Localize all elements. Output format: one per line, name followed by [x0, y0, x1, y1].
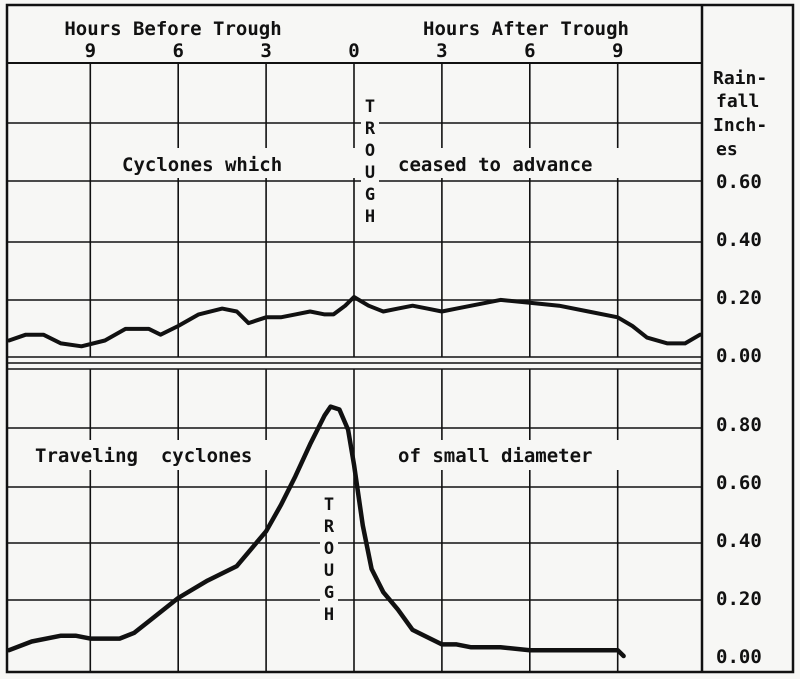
- y-tick-label: 0.20: [716, 588, 762, 610]
- upper-rainfall-series: [7, 295, 702, 349]
- trough-backdrop: [361, 94, 379, 232]
- hour-tick-label: 0: [348, 40, 359, 62]
- lower-title-right-backdrop: [392, 440, 654, 470]
- y-tick-label: 0.40: [716, 229, 762, 251]
- y-tick-label: 0.60: [716, 472, 762, 494]
- upper-panel-title-left: Cyclones which: [122, 154, 282, 176]
- y-tick-label: 0.00: [716, 646, 762, 668]
- trough-letter: O: [365, 141, 375, 161]
- hour-tick-label: 6: [524, 40, 535, 62]
- hour-tick-label: 3: [260, 40, 271, 62]
- lower-panel-title-left: Traveling cyclones: [35, 445, 252, 467]
- y-tick-label: 0.60: [716, 171, 762, 193]
- trough-letter: R: [365, 119, 376, 139]
- axis-title-line-3: Inch-: [713, 115, 767, 136]
- axis-title-line-2: fall: [716, 91, 759, 112]
- lower-rainfall-series: [6, 404, 626, 659]
- trough-letter: G: [365, 185, 375, 205]
- axis-title-line-1: Rain-: [713, 68, 767, 89]
- trough-letter: R: [324, 517, 335, 537]
- y-tick-label: 0.80: [716, 414, 762, 436]
- y-tick-label: 0.20: [716, 287, 762, 309]
- y-tick-label: 0.00: [716, 345, 762, 367]
- lower-panel-grid: [7, 369, 702, 672]
- upper-title-right-backdrop: [380, 148, 680, 178]
- trough-letter: G: [324, 583, 334, 603]
- y-tick-label: 0.40: [716, 530, 762, 552]
- chart-frame: [5, 3, 795, 674]
- hour-tick-label: 3: [436, 40, 447, 62]
- lower-panel-y-ticks: 0.80 0.60 0.40 0.20 0.00: [716, 414, 762, 668]
- lower-panel-title-right: of small diameter: [398, 445, 592, 467]
- trough-letter: T: [365, 97, 375, 117]
- hour-tick-label: 6: [172, 40, 183, 62]
- lower-title-left-backdrop: [30, 440, 305, 470]
- trough-backdrop: [320, 492, 338, 630]
- axis-title-line-4: es: [716, 139, 738, 160]
- hours-before-label: Hours Before Trough: [64, 18, 281, 40]
- hours-after-label: Hours After Trough: [423, 18, 629, 40]
- trough-letter: U: [365, 163, 375, 183]
- trough-letter: U: [324, 561, 334, 581]
- trough-letter: H: [365, 207, 375, 227]
- trough-letter: T: [324, 495, 334, 515]
- hour-tick-label: 9: [612, 40, 623, 62]
- upper-panel-y-ticks: 0.60 0.40 0.20 0.00: [716, 171, 762, 367]
- hour-tick-label: 9: [85, 40, 96, 62]
- trough-letter: O: [324, 539, 334, 559]
- upper-panel-title-right: ceased to advance: [398, 154, 592, 176]
- upper-panel-grid: [7, 63, 702, 357]
- hour-tick-labels: 9 6 3 0 3 6 9: [85, 40, 624, 62]
- trough-letter: H: [324, 605, 334, 625]
- upper-title-left-backdrop: [95, 148, 355, 178]
